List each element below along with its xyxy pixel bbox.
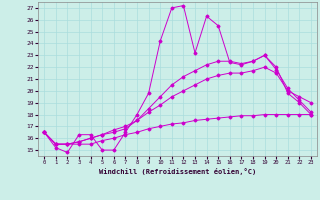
X-axis label: Windchill (Refroidissement éolien,°C): Windchill (Refroidissement éolien,°C): [99, 168, 256, 175]
